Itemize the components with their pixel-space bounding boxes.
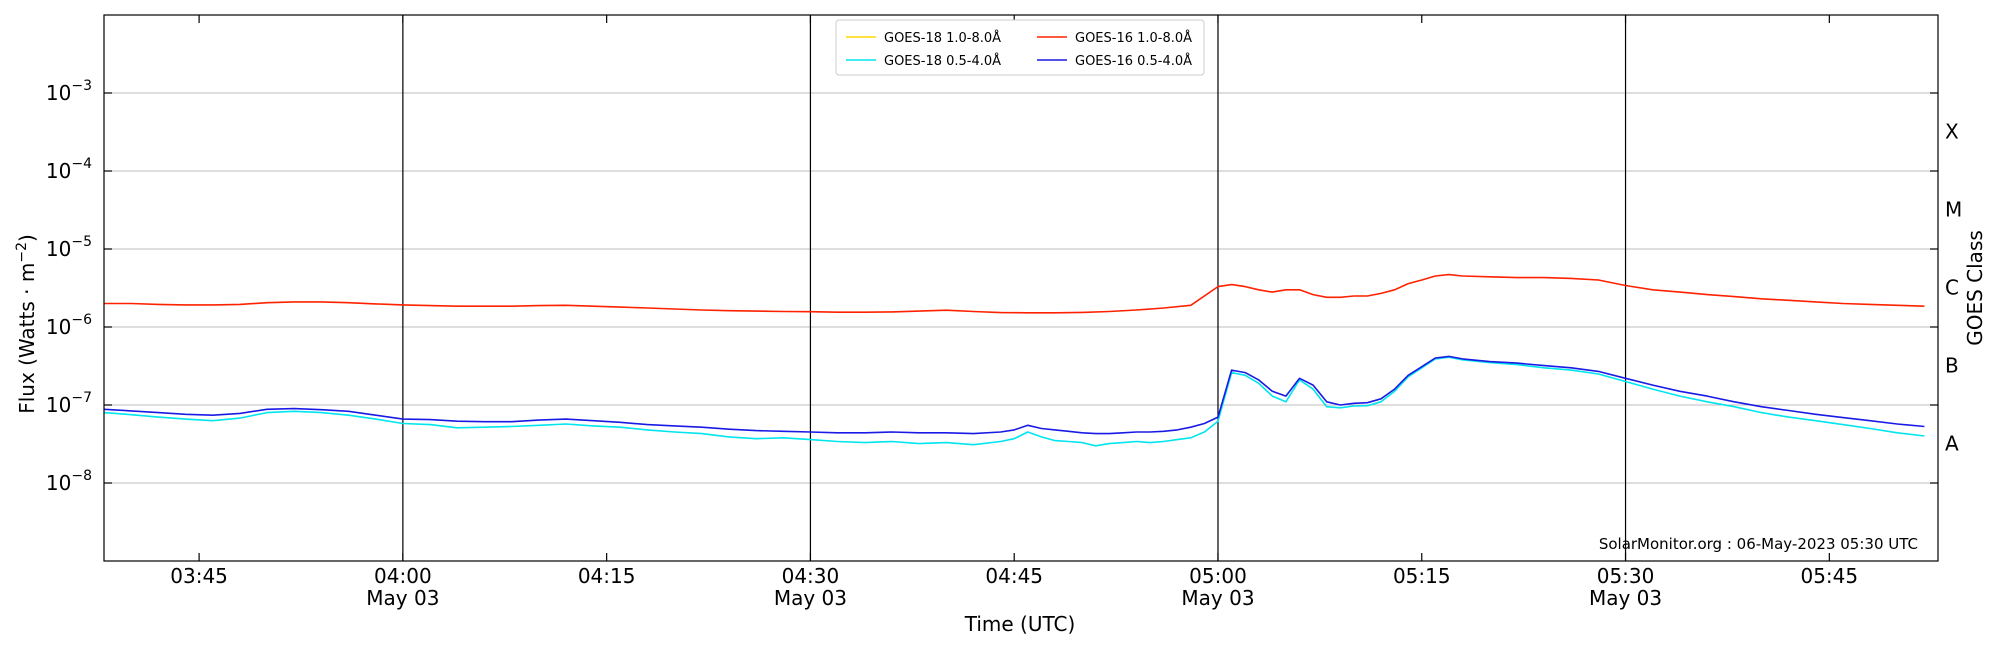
- x-tick-label: 05:45: [1800, 564, 1858, 588]
- goes-class-label: B: [1945, 354, 1959, 378]
- x-tick-label: 04:15: [578, 564, 636, 588]
- x-tick-label: 04:30: [782, 564, 840, 588]
- y-tick-label: 10−6: [46, 312, 92, 339]
- x-tick-label: 05:15: [1393, 564, 1451, 588]
- legend-box: [835, 19, 1205, 76]
- legend-label: GOES-18 0.5-4.0Å: [884, 53, 1001, 69]
- goes-class-labels: A B C M X: [1945, 120, 1962, 456]
- y-axis-ticks: 10−8 10−7 10−6 10−5 10−4 10−3: [46, 78, 1938, 495]
- credit-text: SolarMonitor.org : 06-May-2023 05:30 UTC: [1599, 535, 1918, 553]
- series-line: [104, 273, 1925, 314]
- goes-class-label: A: [1945, 432, 1959, 456]
- legend-label: GOES-16 0.5-4.0Å: [1075, 53, 1192, 69]
- x-tick-label: 05:00: [1189, 564, 1247, 588]
- x-tick-date-label: May 03: [366, 586, 439, 610]
- y-tick-label: 10−5: [46, 234, 92, 261]
- goes-class-label: M: [1945, 198, 1962, 222]
- x-tick-date-label: May 03: [1589, 586, 1662, 610]
- series-line: [103, 356, 1925, 447]
- x-tick-label: 04:45: [985, 564, 1043, 588]
- x-tick-label: 03:45: [170, 564, 228, 588]
- x-axis-label: Time (UTC): [964, 612, 1076, 636]
- legend: GOES-18 1.0-8.0Å GOES-18 0.5-4.0Å GOES-16 …: [835, 19, 1205, 76]
- plot-frame: [103, 14, 1939, 562]
- x-tick-label: 04:00: [374, 564, 432, 588]
- x-tick-date-label: May 03: [774, 586, 847, 610]
- y-tick-label: 10−4: [46, 156, 92, 183]
- y-axis-label: Flux (Watts · m−2): [14, 234, 39, 414]
- series-line: [103, 355, 1925, 435]
- y-tick-label: 10−8: [46, 468, 92, 495]
- series-lines: [103, 273, 1925, 447]
- y-tick-label: 10−7: [46, 390, 92, 417]
- legend-label: GOES-18 1.0-8.0Å: [884, 30, 1001, 46]
- goes-class-label: X: [1945, 120, 1959, 144]
- day-marker-lines: [402, 15, 1627, 561]
- x-tick-date-label: May 03: [1181, 586, 1254, 610]
- x-tick-label: 05:30: [1597, 564, 1655, 588]
- y-tick-label: 10−3: [46, 78, 92, 105]
- horizontal-grid: [104, 92, 1938, 484]
- goes-class-axis-label: GOES Class: [1963, 230, 1987, 346]
- legend-label: GOES-16 1.0-8.0Å: [1075, 30, 1192, 46]
- goes-class-label: C: [1945, 276, 1959, 300]
